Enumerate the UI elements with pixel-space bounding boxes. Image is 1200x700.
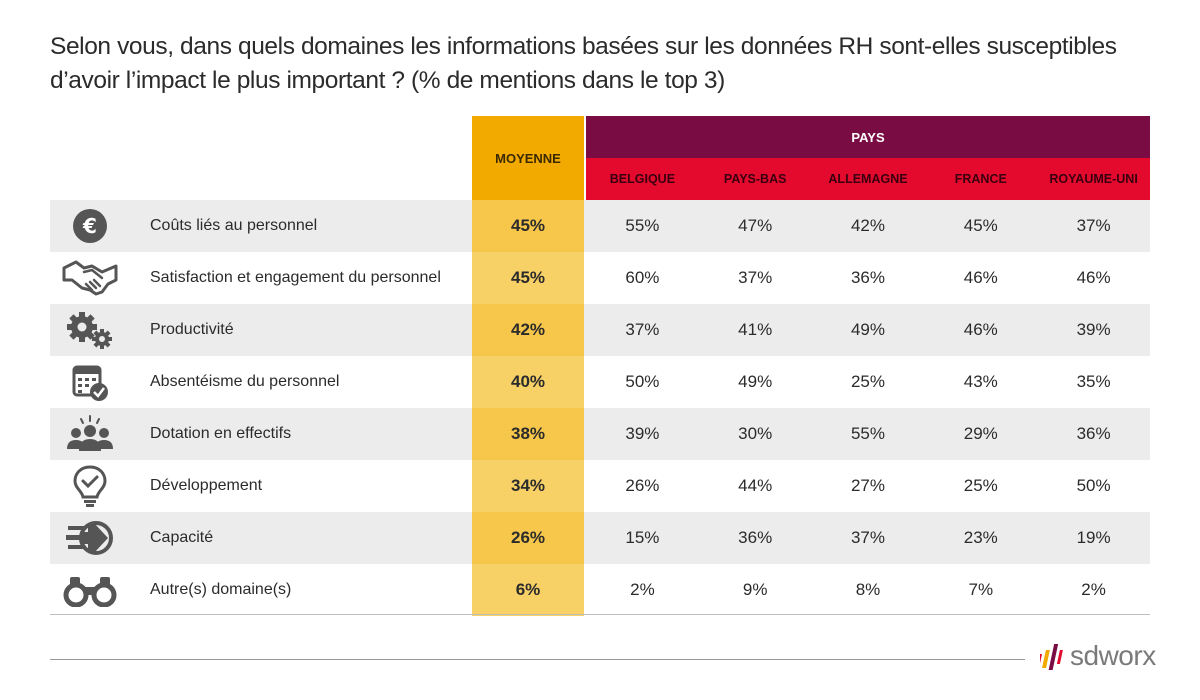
row-label: Dotation en effectifs bbox=[150, 425, 292, 442]
country-value: 7% bbox=[968, 580, 994, 599]
calendar-check-icon bbox=[62, 361, 118, 403]
country-value: 37% bbox=[738, 268, 773, 287]
table-row: Productivité 42% 37% 41% 49% 46% 39% bbox=[50, 304, 1150, 356]
country-value: 37% bbox=[1076, 216, 1111, 235]
country-value: 46% bbox=[1076, 268, 1111, 287]
sdworx-logo: sdworx bbox=[1040, 638, 1156, 674]
header-pays: PAYS bbox=[586, 116, 1150, 158]
row-label: Absentéisme du personnel bbox=[150, 373, 340, 390]
country-value: 9% bbox=[742, 580, 768, 599]
country-value: 26% bbox=[625, 476, 660, 495]
table-row: € Coûts liés au personnel 45% 55% 47% 42… bbox=[50, 200, 1150, 252]
header-country: ALLEMAGNE bbox=[828, 172, 908, 186]
country-value: 19% bbox=[1076, 528, 1111, 547]
country-value: 46% bbox=[963, 320, 998, 339]
row-label: Coûts liés au personnel bbox=[150, 217, 318, 234]
average-value: 45% bbox=[472, 200, 584, 252]
euro-icon: € bbox=[62, 205, 118, 247]
footer-divider bbox=[50, 659, 1025, 660]
average-value: 26% bbox=[472, 512, 584, 564]
svg-text:€: € bbox=[82, 214, 97, 238]
handshake-icon bbox=[62, 257, 118, 299]
country-value: 15% bbox=[625, 528, 660, 547]
country-value: 35% bbox=[1076, 372, 1111, 391]
average-value: 45% bbox=[472, 252, 584, 304]
header-country: BELGIQUE bbox=[609, 172, 676, 186]
country-value: 44% bbox=[738, 476, 773, 495]
row-label: Développement bbox=[150, 477, 263, 494]
country-value: 46% bbox=[963, 268, 998, 287]
average-value: 6% bbox=[472, 564, 584, 616]
row-label: Autre(s) domaine(s) bbox=[150, 581, 292, 598]
people-group-icon bbox=[62, 413, 118, 455]
header-average: MOYENNE bbox=[472, 116, 584, 200]
header-country: FRANCE bbox=[954, 172, 1007, 186]
country-value: 2% bbox=[630, 580, 655, 599]
country-value: 47% bbox=[738, 216, 773, 235]
country-value: 49% bbox=[850, 320, 885, 339]
country-value: 36% bbox=[1076, 424, 1111, 443]
average-value: 42% bbox=[472, 304, 584, 356]
row-label: Capacité bbox=[150, 529, 214, 546]
header-countries: BELGIQUE PAYS-BAS ALLEMAGNE FRANCE ROYAU… bbox=[586, 158, 1150, 200]
country-value: 25% bbox=[850, 372, 885, 391]
country-value: 39% bbox=[1076, 320, 1111, 339]
row-label: Productivité bbox=[150, 321, 234, 338]
table-body: € Coûts liés au personnel 45% 55% 47% 42… bbox=[50, 200, 1150, 616]
gears-icon bbox=[62, 309, 118, 351]
binoculars-icon bbox=[62, 569, 118, 611]
title-line-2: d’avoir l’impact le plus important ? (% … bbox=[50, 67, 725, 94]
country-value: 49% bbox=[738, 372, 773, 391]
table-row: Autre(s) domaine(s) 6% 2% 9% 8% 7% 2% bbox=[50, 564, 1150, 616]
country-value: 60% bbox=[625, 268, 660, 287]
logo-text: sdworx bbox=[1070, 640, 1156, 671]
country-value: 50% bbox=[625, 372, 660, 391]
country-value: 25% bbox=[963, 476, 998, 495]
table-row: Dotation en effectifs 38% 39% 30% 55% 29… bbox=[50, 408, 1150, 460]
average-value: 34% bbox=[472, 460, 584, 512]
country-value: 37% bbox=[625, 320, 660, 339]
country-value: 37% bbox=[850, 528, 885, 547]
table-row: Capacité 26% 15% 36% 37% 23% 19% bbox=[50, 512, 1150, 564]
country-value: 41% bbox=[738, 320, 773, 339]
country-value: 23% bbox=[963, 528, 998, 547]
average-value: 38% bbox=[472, 408, 584, 460]
chart-title: Selon vous, dans quels domaines les info… bbox=[50, 30, 1160, 98]
country-value: 8% bbox=[855, 580, 881, 599]
table-row: Satisfaction et engagement du personnel … bbox=[50, 252, 1150, 304]
country-value: 45% bbox=[963, 216, 998, 235]
table-bottom-divider bbox=[50, 614, 1150, 615]
logo-mark-icon bbox=[1040, 644, 1063, 670]
country-value: 50% bbox=[1076, 476, 1111, 495]
title-line-1: Selon vous, dans quels domaines les info… bbox=[50, 33, 1117, 60]
table-row: Absentéisme du personnel 40% 50% 49% 25%… bbox=[50, 356, 1150, 408]
row-label: Satisfaction et engagement du personnel bbox=[150, 269, 441, 286]
header-country: ROYAUME-UNI bbox=[1049, 172, 1138, 186]
table-row: Développement 34% 26% 44% 27% 25% 50% bbox=[50, 460, 1150, 512]
country-value: 2% bbox=[1081, 580, 1106, 599]
country-value: 43% bbox=[963, 372, 998, 391]
average-value: 40% bbox=[472, 356, 584, 408]
country-value: 55% bbox=[625, 216, 660, 235]
header-country: PAYS-BAS bbox=[723, 172, 787, 186]
country-value: 29% bbox=[963, 424, 998, 443]
arrow-speed-icon bbox=[62, 517, 118, 559]
country-value: 36% bbox=[738, 528, 773, 547]
lightbulb-icon bbox=[62, 465, 118, 507]
country-value: 42% bbox=[850, 216, 885, 235]
country-value: 36% bbox=[850, 268, 885, 287]
country-value: 55% bbox=[850, 424, 885, 443]
country-value: 39% bbox=[625, 424, 660, 443]
country-value: 27% bbox=[850, 476, 885, 495]
country-value: 30% bbox=[738, 424, 773, 443]
